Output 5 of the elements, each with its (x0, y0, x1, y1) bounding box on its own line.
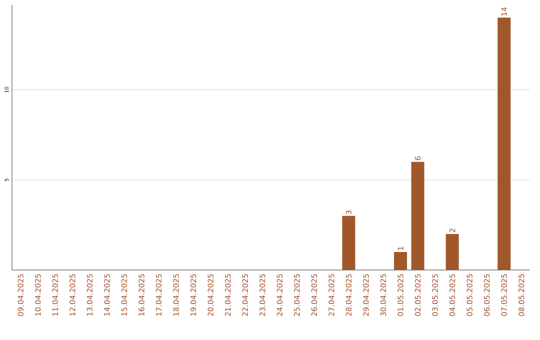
bar (342, 216, 356, 270)
bar (411, 162, 424, 270)
bar (498, 18, 511, 270)
bar (446, 234, 459, 270)
bar (394, 252, 407, 270)
